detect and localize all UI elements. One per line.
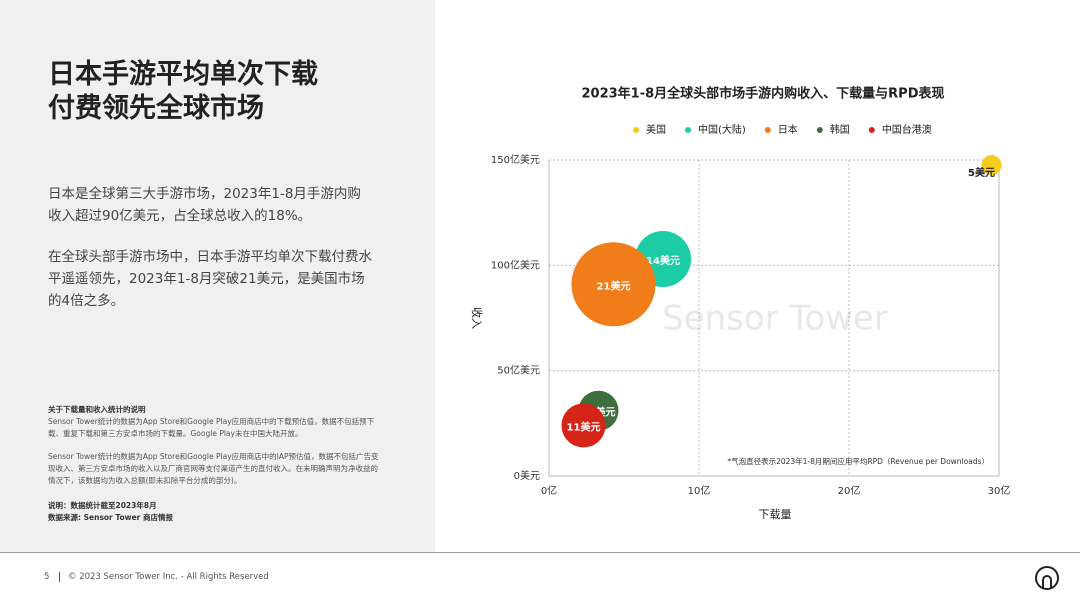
bubble-label: 14美元 bbox=[646, 254, 680, 267]
legend-swatch bbox=[764, 127, 771, 133]
note: Sensor Tower统计的数据为App Store和Google Play应… bbox=[48, 452, 379, 485]
copyright: © 2023 Sensor Tower Inc. - All Rights Re… bbox=[59, 572, 269, 582]
y-tick-label: 100亿美元 bbox=[491, 258, 540, 271]
notes-title: 关于下载量和收入统计的说明 bbox=[48, 405, 146, 414]
y-tick-label: 0美元 bbox=[514, 469, 540, 482]
title-line: 日本手游平均单次下载 bbox=[48, 59, 318, 90]
legend-swatch bbox=[816, 127, 823, 133]
paragraph: 日本是全球第三大手游市场，2023年1-8月手游内购收入超过90亿美元，占全球总… bbox=[48, 186, 361, 224]
legend-label: 中国(大陆) bbox=[698, 123, 746, 136]
y-tick-label: 150亿美元 bbox=[491, 153, 540, 166]
x-tick-label: 20亿 bbox=[838, 484, 861, 497]
watermark: Sensor Tower bbox=[662, 299, 888, 339]
title-line: 付费领先全球市场 bbox=[48, 93, 264, 124]
footer-line bbox=[0, 552, 1080, 553]
bubble bbox=[571, 242, 656, 327]
legend-label: 中国台港澳 bbox=[882, 123, 932, 136]
note-date: 说明：数据统计截至2023年8月 bbox=[48, 501, 157, 510]
annotation: *气泡直径表示2023年1-8月期间应用平均RPD（Revenue per Do… bbox=[727, 456, 989, 466]
y-axis-title: 收入 bbox=[470, 307, 484, 329]
paragraph: 在全球头部手游市场中，日本手游平均单次下载付费水平遥遥领先，2023年1-8月突… bbox=[48, 249, 372, 309]
legend-swatch bbox=[685, 127, 691, 133]
bubble bbox=[981, 155, 1002, 176]
left-panel: 日本手游平均单次下载 付费领先全球市场 日本是全球第三大手游市场，2023年1-… bbox=[0, 0, 435, 552]
source: 数据来源: Sensor Tower 商店情报 bbox=[48, 513, 173, 522]
bubble-label: 21美元 bbox=[597, 279, 631, 292]
x-tick-label: 10亿 bbox=[688, 484, 711, 497]
x-axis-title: 下载量 bbox=[759, 508, 792, 521]
legend-swatch bbox=[868, 127, 875, 133]
x-tick-label: 30亿 bbox=[988, 484, 1011, 497]
y-tick-label: 50亿美元 bbox=[497, 364, 540, 377]
page-number: 5 bbox=[44, 572, 50, 582]
legend-label: 美国 bbox=[646, 123, 666, 136]
legend-label: 韩国 bbox=[830, 123, 850, 136]
chart-title: 2023年1-8月全球头部市场手游内购收入、下载量与RPD表现 bbox=[582, 86, 945, 102]
bubble-label: 5美元 bbox=[968, 166, 995, 179]
bubble-label: 11美元 bbox=[567, 420, 601, 433]
note: Sensor Tower统计的数据为App Store和Google Play应… bbox=[48, 417, 375, 438]
x-tick-label: 0亿 bbox=[541, 484, 557, 497]
bubble bbox=[561, 403, 606, 448]
logo bbox=[1035, 566, 1059, 590]
legend-label: 日本 bbox=[778, 123, 798, 136]
legend-swatch bbox=[633, 127, 639, 133]
slide-title: 日本手游平均单次下载 付费领先全球市场 bbox=[48, 58, 318, 126]
